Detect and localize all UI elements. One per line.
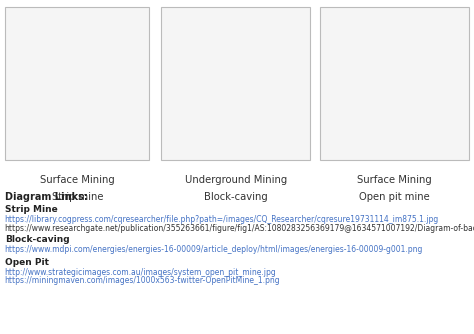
Text: Underground Mining: Underground Mining xyxy=(185,175,287,185)
Text: https://www.researchgate.net/publication/355263661/figure/fig1/AS:10802832563691: https://www.researchgate.net/publication… xyxy=(5,224,474,233)
Bar xyxy=(320,7,469,160)
Text: https://miningmaven.com/images/1000x563-twitter-OpenPitMine_1.png: https://miningmaven.com/images/1000x563-… xyxy=(5,276,280,285)
Bar xyxy=(161,7,310,160)
Text: Open Pit: Open Pit xyxy=(5,258,49,267)
Text: https://library.cogpress.com/cqresearcher/file.php?path=/images/CQ_Researcher/cq: https://library.cogpress.com/cqresearche… xyxy=(5,215,439,224)
Text: Block-caving: Block-caving xyxy=(5,235,69,244)
Text: Surface Mining: Surface Mining xyxy=(357,175,432,185)
Text: Diagram Links:: Diagram Links: xyxy=(5,192,88,202)
Text: Block-caving: Block-caving xyxy=(204,192,268,202)
Text: Surface Mining: Surface Mining xyxy=(40,175,115,185)
Text: Open pit mine: Open pit mine xyxy=(359,192,430,202)
Text: https://www.mdpi.com/energies/energies-16-00009/article_deploy/html/images/energ: https://www.mdpi.com/energies/energies-1… xyxy=(5,245,423,255)
Text: Strip Mine: Strip Mine xyxy=(5,205,57,214)
Text: Strip mine: Strip mine xyxy=(52,192,103,202)
Text: http://www.strategicimages.com.au/images/system_open_pit_mine.jpg: http://www.strategicimages.com.au/images… xyxy=(5,268,276,277)
Bar xyxy=(5,7,149,160)
